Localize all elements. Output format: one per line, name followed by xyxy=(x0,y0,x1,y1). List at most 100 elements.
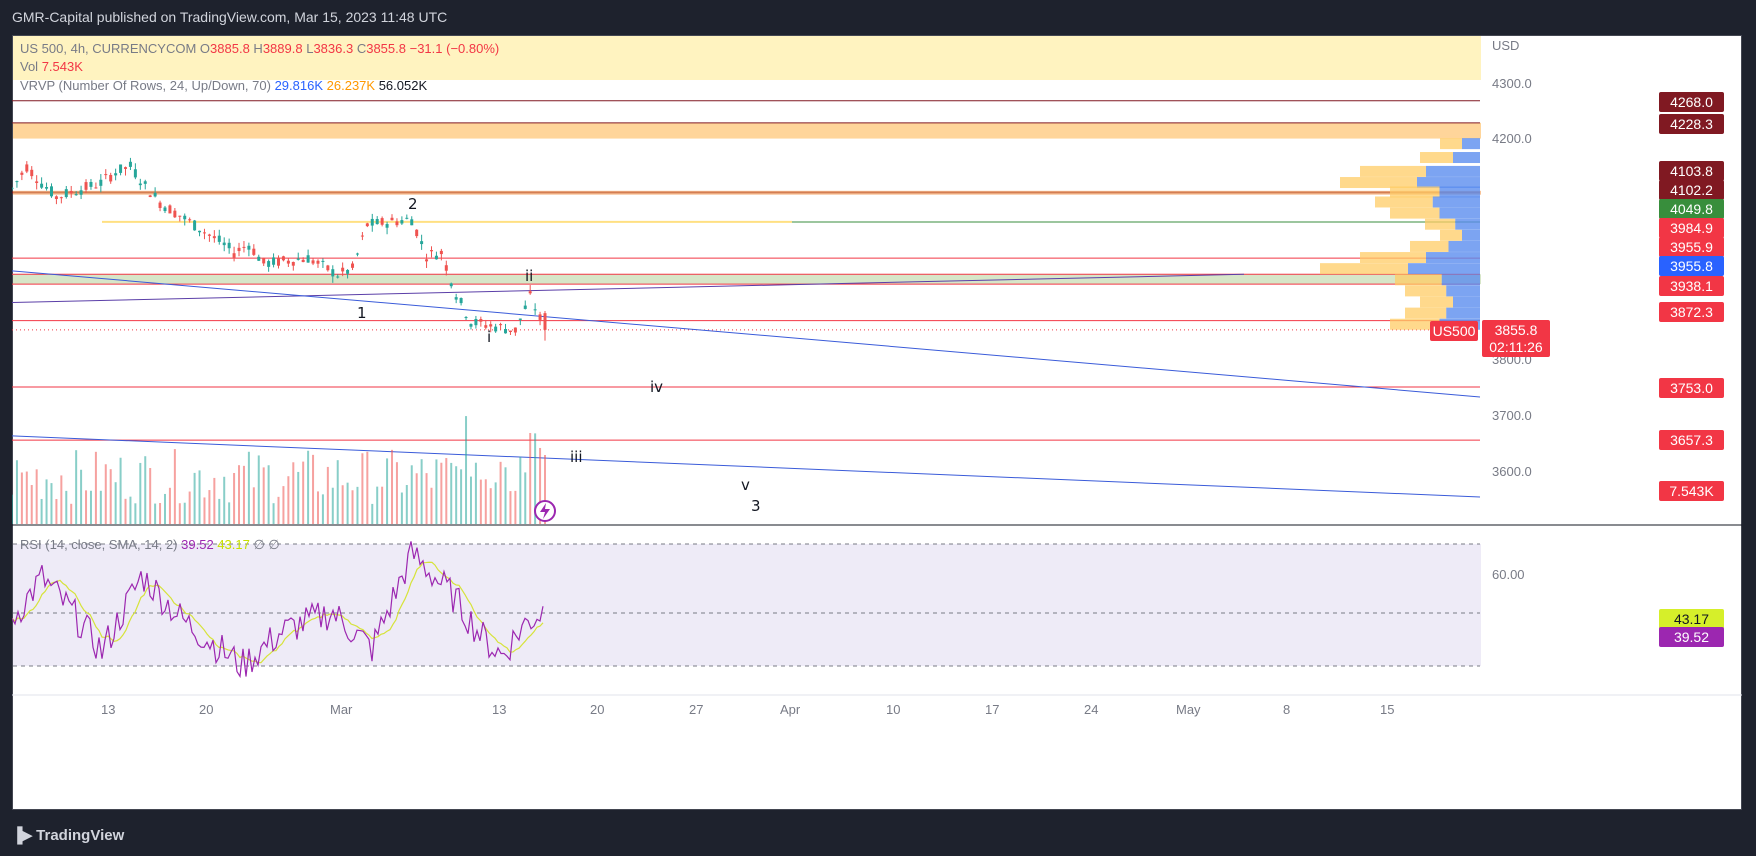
candle-body xyxy=(217,235,221,242)
candle-body xyxy=(434,255,438,260)
volume-bar xyxy=(65,490,68,524)
volume-bar xyxy=(262,467,265,524)
chart-canvas[interactable] xyxy=(12,35,1742,810)
volume-bar xyxy=(494,482,497,524)
candle-body xyxy=(173,210,177,218)
candle-body xyxy=(277,257,280,266)
volume-bar xyxy=(55,499,58,524)
candle-body xyxy=(202,232,206,234)
legend-low-label: L xyxy=(306,41,314,56)
candle-body xyxy=(405,217,409,219)
publish-header: GMR-Capital published on TradingView.com… xyxy=(12,9,447,25)
candle-body xyxy=(59,197,63,199)
candle-body xyxy=(30,169,34,177)
volume-bar xyxy=(539,447,542,524)
price-badge: 4268.0 xyxy=(1659,92,1724,112)
candle-body xyxy=(395,221,399,226)
candle-body xyxy=(84,182,88,190)
volume-bar xyxy=(203,497,206,524)
volume-bar xyxy=(12,494,13,524)
volume-bar xyxy=(331,487,334,524)
candle-body xyxy=(528,291,532,294)
legend-vrvp-row: VRVP (Number Of Rows, 24, Up/Down, 70) 2… xyxy=(20,78,427,93)
time-tick: 24 xyxy=(1084,702,1099,717)
volume-bar xyxy=(277,496,280,524)
candle-body xyxy=(469,324,473,327)
volume-bar xyxy=(336,460,339,524)
volume-profile-up xyxy=(1375,196,1433,208)
legend-rsi-label: RSI (14, close, SMA, 14, 2) xyxy=(20,537,178,552)
volume-bar xyxy=(134,503,137,524)
candle-body xyxy=(385,224,389,228)
candle-body xyxy=(188,219,192,221)
volume-bar xyxy=(430,487,433,524)
volume-profile-down xyxy=(1426,252,1480,264)
candle-body xyxy=(499,324,503,326)
volume-bar xyxy=(307,450,310,524)
volume-profile-up xyxy=(1405,307,1447,319)
volume-bar xyxy=(376,486,379,524)
volume-bar xyxy=(400,492,403,524)
volume-bar xyxy=(425,473,428,524)
candle-body xyxy=(45,187,49,189)
candle-body xyxy=(484,325,488,328)
candle-body xyxy=(20,172,24,175)
candle-body xyxy=(449,283,453,287)
price-tick: 4300.0 xyxy=(1492,76,1532,91)
volume-bar xyxy=(233,472,236,524)
volume-bar xyxy=(94,451,97,524)
price-zone xyxy=(13,122,1481,139)
candle-body xyxy=(538,314,542,320)
candle-body xyxy=(336,276,340,278)
volume-bar xyxy=(40,498,43,524)
candle-body xyxy=(49,186,53,197)
volume-profile-down xyxy=(1417,177,1480,189)
candle-body xyxy=(311,260,315,264)
volume-bar xyxy=(163,493,166,524)
candle-body xyxy=(291,261,295,266)
volume-profile-down xyxy=(1439,186,1480,198)
candle-body xyxy=(341,267,345,272)
volume-profile-up xyxy=(1420,152,1453,164)
volume-bar xyxy=(25,471,28,524)
volume-bar xyxy=(504,467,507,524)
price-badge: 3872.3 xyxy=(1659,302,1724,322)
price-badge: 3955.8 xyxy=(1659,256,1724,276)
candle-body xyxy=(257,256,261,261)
volume-bar xyxy=(450,462,453,524)
candle-body xyxy=(40,183,44,188)
time-tick: 20 xyxy=(590,702,605,717)
candle-body xyxy=(513,327,517,333)
volume-bar xyxy=(529,433,532,524)
channel-line xyxy=(12,435,1481,498)
legend-low: 3836.3 xyxy=(313,41,354,56)
volume-profile-up xyxy=(1390,318,1440,330)
candle-body xyxy=(25,164,29,172)
volume-bar xyxy=(85,490,88,524)
countdown-badge: 02:11:26 xyxy=(1482,337,1550,357)
volume-bar xyxy=(154,503,157,524)
volume-bar xyxy=(395,462,398,524)
candle-body xyxy=(262,257,266,264)
candle-body xyxy=(508,330,512,333)
volume-profile-down xyxy=(1408,263,1480,275)
candle-body xyxy=(153,192,157,197)
volume-bar xyxy=(20,472,23,524)
legend-ohlc-row: US 500, 4h, CURRENCYCOM O3885.8 H3889.8 … xyxy=(20,41,499,56)
volume-bar xyxy=(129,496,132,524)
tradingview-footer[interactable]: ▐▶ TradingView xyxy=(12,826,124,845)
volume-bar xyxy=(341,485,344,524)
volume-profile-up xyxy=(1440,138,1462,150)
candle-body xyxy=(267,261,271,267)
volume-bar xyxy=(346,482,349,524)
candle-body xyxy=(454,297,458,300)
volume-bar xyxy=(292,462,295,524)
candle-body xyxy=(390,217,394,221)
volume-bar xyxy=(75,450,78,524)
volume-bar xyxy=(193,472,196,524)
volume-bar xyxy=(213,477,216,524)
volume-profile-down xyxy=(1462,138,1480,150)
volume-bar xyxy=(455,466,458,524)
candle-body xyxy=(119,164,123,173)
candle-body xyxy=(281,256,285,261)
